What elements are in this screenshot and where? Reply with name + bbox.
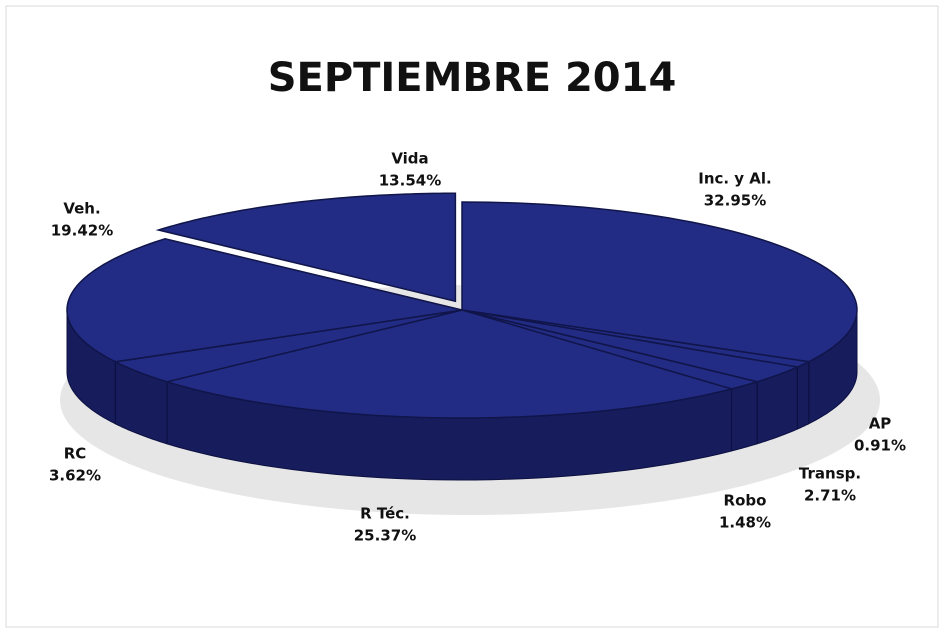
slice-label: Robo bbox=[724, 492, 767, 510]
slice-label: Inc. y Al. bbox=[698, 170, 772, 188]
chart-title: SEPTIEMBRE 2014 bbox=[268, 55, 677, 101]
slice bbox=[164, 309, 735, 419]
slice-label: RC bbox=[64, 445, 87, 463]
slice-label: Transp. bbox=[799, 465, 861, 483]
slice bbox=[112, 309, 463, 383]
slice-value-label: 1.48% bbox=[719, 514, 771, 532]
slice bbox=[66, 238, 463, 363]
slice-label: Vida bbox=[391, 150, 428, 168]
slice-value-label: 25.37% bbox=[354, 527, 416, 545]
slice-label: Veh. bbox=[63, 200, 100, 218]
slice bbox=[461, 201, 858, 363]
slice-label: R Téc. bbox=[360, 505, 410, 523]
slice-value-label: 32.95% bbox=[704, 192, 766, 210]
slice-value-label: 3.62% bbox=[49, 467, 101, 485]
slice-value-label: 13.54% bbox=[379, 172, 441, 190]
slice bbox=[461, 309, 800, 383]
slice-side bbox=[796, 360, 810, 430]
slice-side bbox=[730, 381, 758, 452]
slice-value-label: 19.42% bbox=[51, 222, 113, 240]
slice bbox=[461, 309, 760, 390]
slice-value-label: 2.71% bbox=[804, 487, 856, 505]
slice-value-label: 0.91% bbox=[854, 437, 906, 455]
slice-label: AP bbox=[869, 415, 892, 433]
slice bbox=[155, 192, 457, 303]
